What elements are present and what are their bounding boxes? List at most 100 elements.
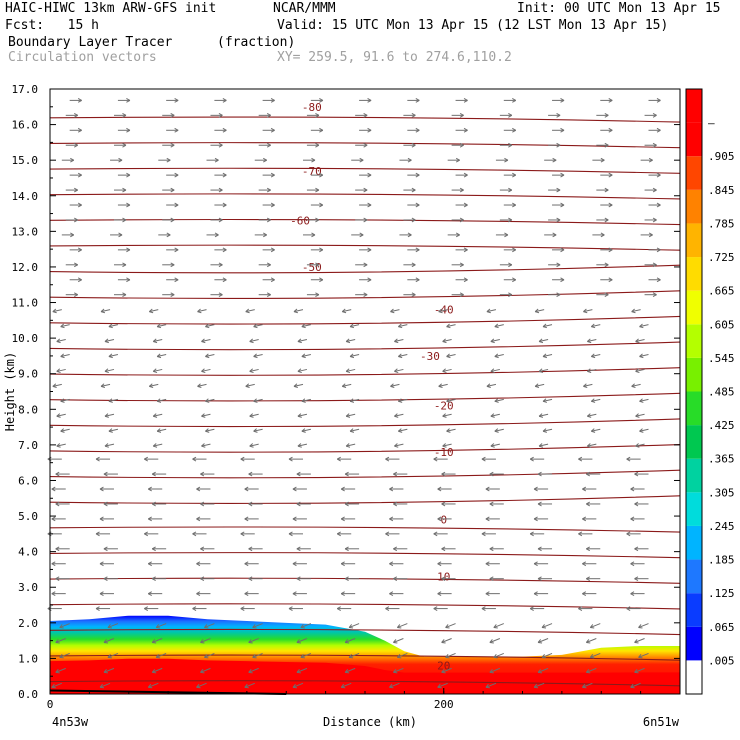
wind-vector (349, 324, 360, 328)
wind-vector-head (556, 187, 561, 193)
wind-vector-head (249, 338, 254, 344)
wind-vector-head (635, 368, 640, 374)
wind-vector-head (396, 654, 402, 659)
wind-vector (152, 638, 163, 643)
wind-vector-head (122, 292, 127, 298)
wind-vector-head (463, 277, 468, 283)
wind-vector-head (156, 353, 162, 359)
wind-vector-head (508, 142, 513, 148)
wind-vector-head (626, 531, 631, 537)
wind-vector-head (634, 471, 639, 477)
wind-vector-head (385, 456, 390, 462)
wind-vector-head (266, 187, 271, 193)
wind-vector-head (590, 428, 596, 433)
isotherm-label: -30 (420, 350, 440, 363)
wind-vector (60, 428, 70, 432)
wind-vector-head (411, 217, 416, 223)
wind-vector (301, 354, 311, 357)
wind-vector-head (586, 443, 592, 448)
wind-vector-head (541, 654, 547, 659)
wind-vector-head (344, 576, 349, 582)
wind-vector-head (52, 383, 57, 388)
wind-vector-head (656, 98, 661, 103)
wind-vector-head (156, 323, 162, 329)
wind-vector (489, 638, 501, 643)
wind-vector-head (315, 262, 320, 268)
wind-vector-head (604, 142, 609, 148)
wind-vector-head (560, 98, 565, 103)
wind-vector-head (407, 232, 412, 238)
wind-vector (394, 368, 404, 372)
wind-vector-head (288, 606, 293, 611)
wind-vector-head (122, 262, 127, 268)
cross-section-endpoints: XY= 259.5, 91.6 to 274.6,110.2 (277, 50, 512, 65)
wind-vector-head (393, 471, 398, 477)
isotherm-line (49, 526, 681, 533)
wind-vector-head (99, 591, 104, 596)
org-label: NCAR/MMM (273, 1, 336, 16)
wind-vector-head (51, 683, 56, 689)
wind-vector-head (604, 187, 609, 193)
wind-vector (253, 324, 263, 328)
wind-vector-head (60, 398, 65, 403)
y-tick-label: 9.0 (18, 368, 38, 381)
wind-vector (100, 309, 111, 313)
wind-vector-head (630, 591, 635, 596)
wind-vector (535, 383, 545, 387)
wind-vector-head (103, 471, 108, 477)
wind-vector (634, 638, 645, 643)
wind-vector-head (600, 157, 605, 163)
wind-vector-head (319, 127, 324, 133)
wind-vector (591, 428, 601, 432)
wind-vector (446, 354, 456, 357)
colorbar-frame (685, 88, 703, 695)
wind-vector-head (390, 308, 395, 314)
wind-vector-head (608, 98, 613, 103)
wind-vector (398, 398, 408, 402)
wind-vector (157, 398, 167, 402)
wind-vector-head (103, 576, 108, 582)
wind-vector-head (394, 413, 399, 418)
wind-vector-head (204, 654, 209, 659)
wind-vector-head (55, 668, 60, 674)
wind-vector (201, 413, 211, 417)
wind-vector-head (196, 683, 201, 689)
wind-vector-head (70, 157, 75, 163)
wind-vector-head (349, 323, 355, 329)
colorbar-swatch (686, 257, 702, 291)
wind-vector (533, 682, 545, 688)
wind-vector-head (73, 142, 78, 148)
wind-vector-head (245, 308, 250, 314)
wind-vector-head (542, 398, 548, 403)
wind-vector-head (51, 516, 56, 522)
wind-vector-head (99, 561, 104, 567)
wind-vector-head (639, 428, 644, 433)
wind-vector-head (348, 624, 354, 629)
wind-vector-head (249, 443, 254, 448)
wind-vector-head (442, 443, 447, 448)
wind-vector-head (73, 112, 78, 118)
wind-vector-head (512, 202, 517, 208)
wind-vector-head (493, 654, 498, 659)
wind-vector-head (441, 471, 446, 477)
wind-vector-head (218, 142, 223, 148)
wind-vector-head (249, 413, 254, 418)
wind-vector-head (341, 308, 347, 314)
wind-vector-head (656, 247, 661, 253)
wind-vector-head (608, 277, 613, 283)
wind-vector-head (504, 157, 509, 163)
wind-vector-head (652, 142, 657, 148)
wind-vector-head (634, 576, 639, 582)
wind-vector-head (556, 262, 561, 268)
wind-vector (148, 682, 159, 688)
wind-vector-head (582, 486, 587, 492)
wind-vector-head (537, 668, 543, 674)
wind-vector-head (244, 561, 249, 567)
wind-vector-head (345, 413, 351, 418)
wind-vector-head (156, 428, 162, 433)
wind-vector-head (604, 217, 609, 223)
wind-vector-head (512, 172, 517, 178)
wind-vector-head (319, 277, 324, 283)
wind-vector-head (60, 323, 65, 329)
wind-vector-head (512, 127, 517, 133)
